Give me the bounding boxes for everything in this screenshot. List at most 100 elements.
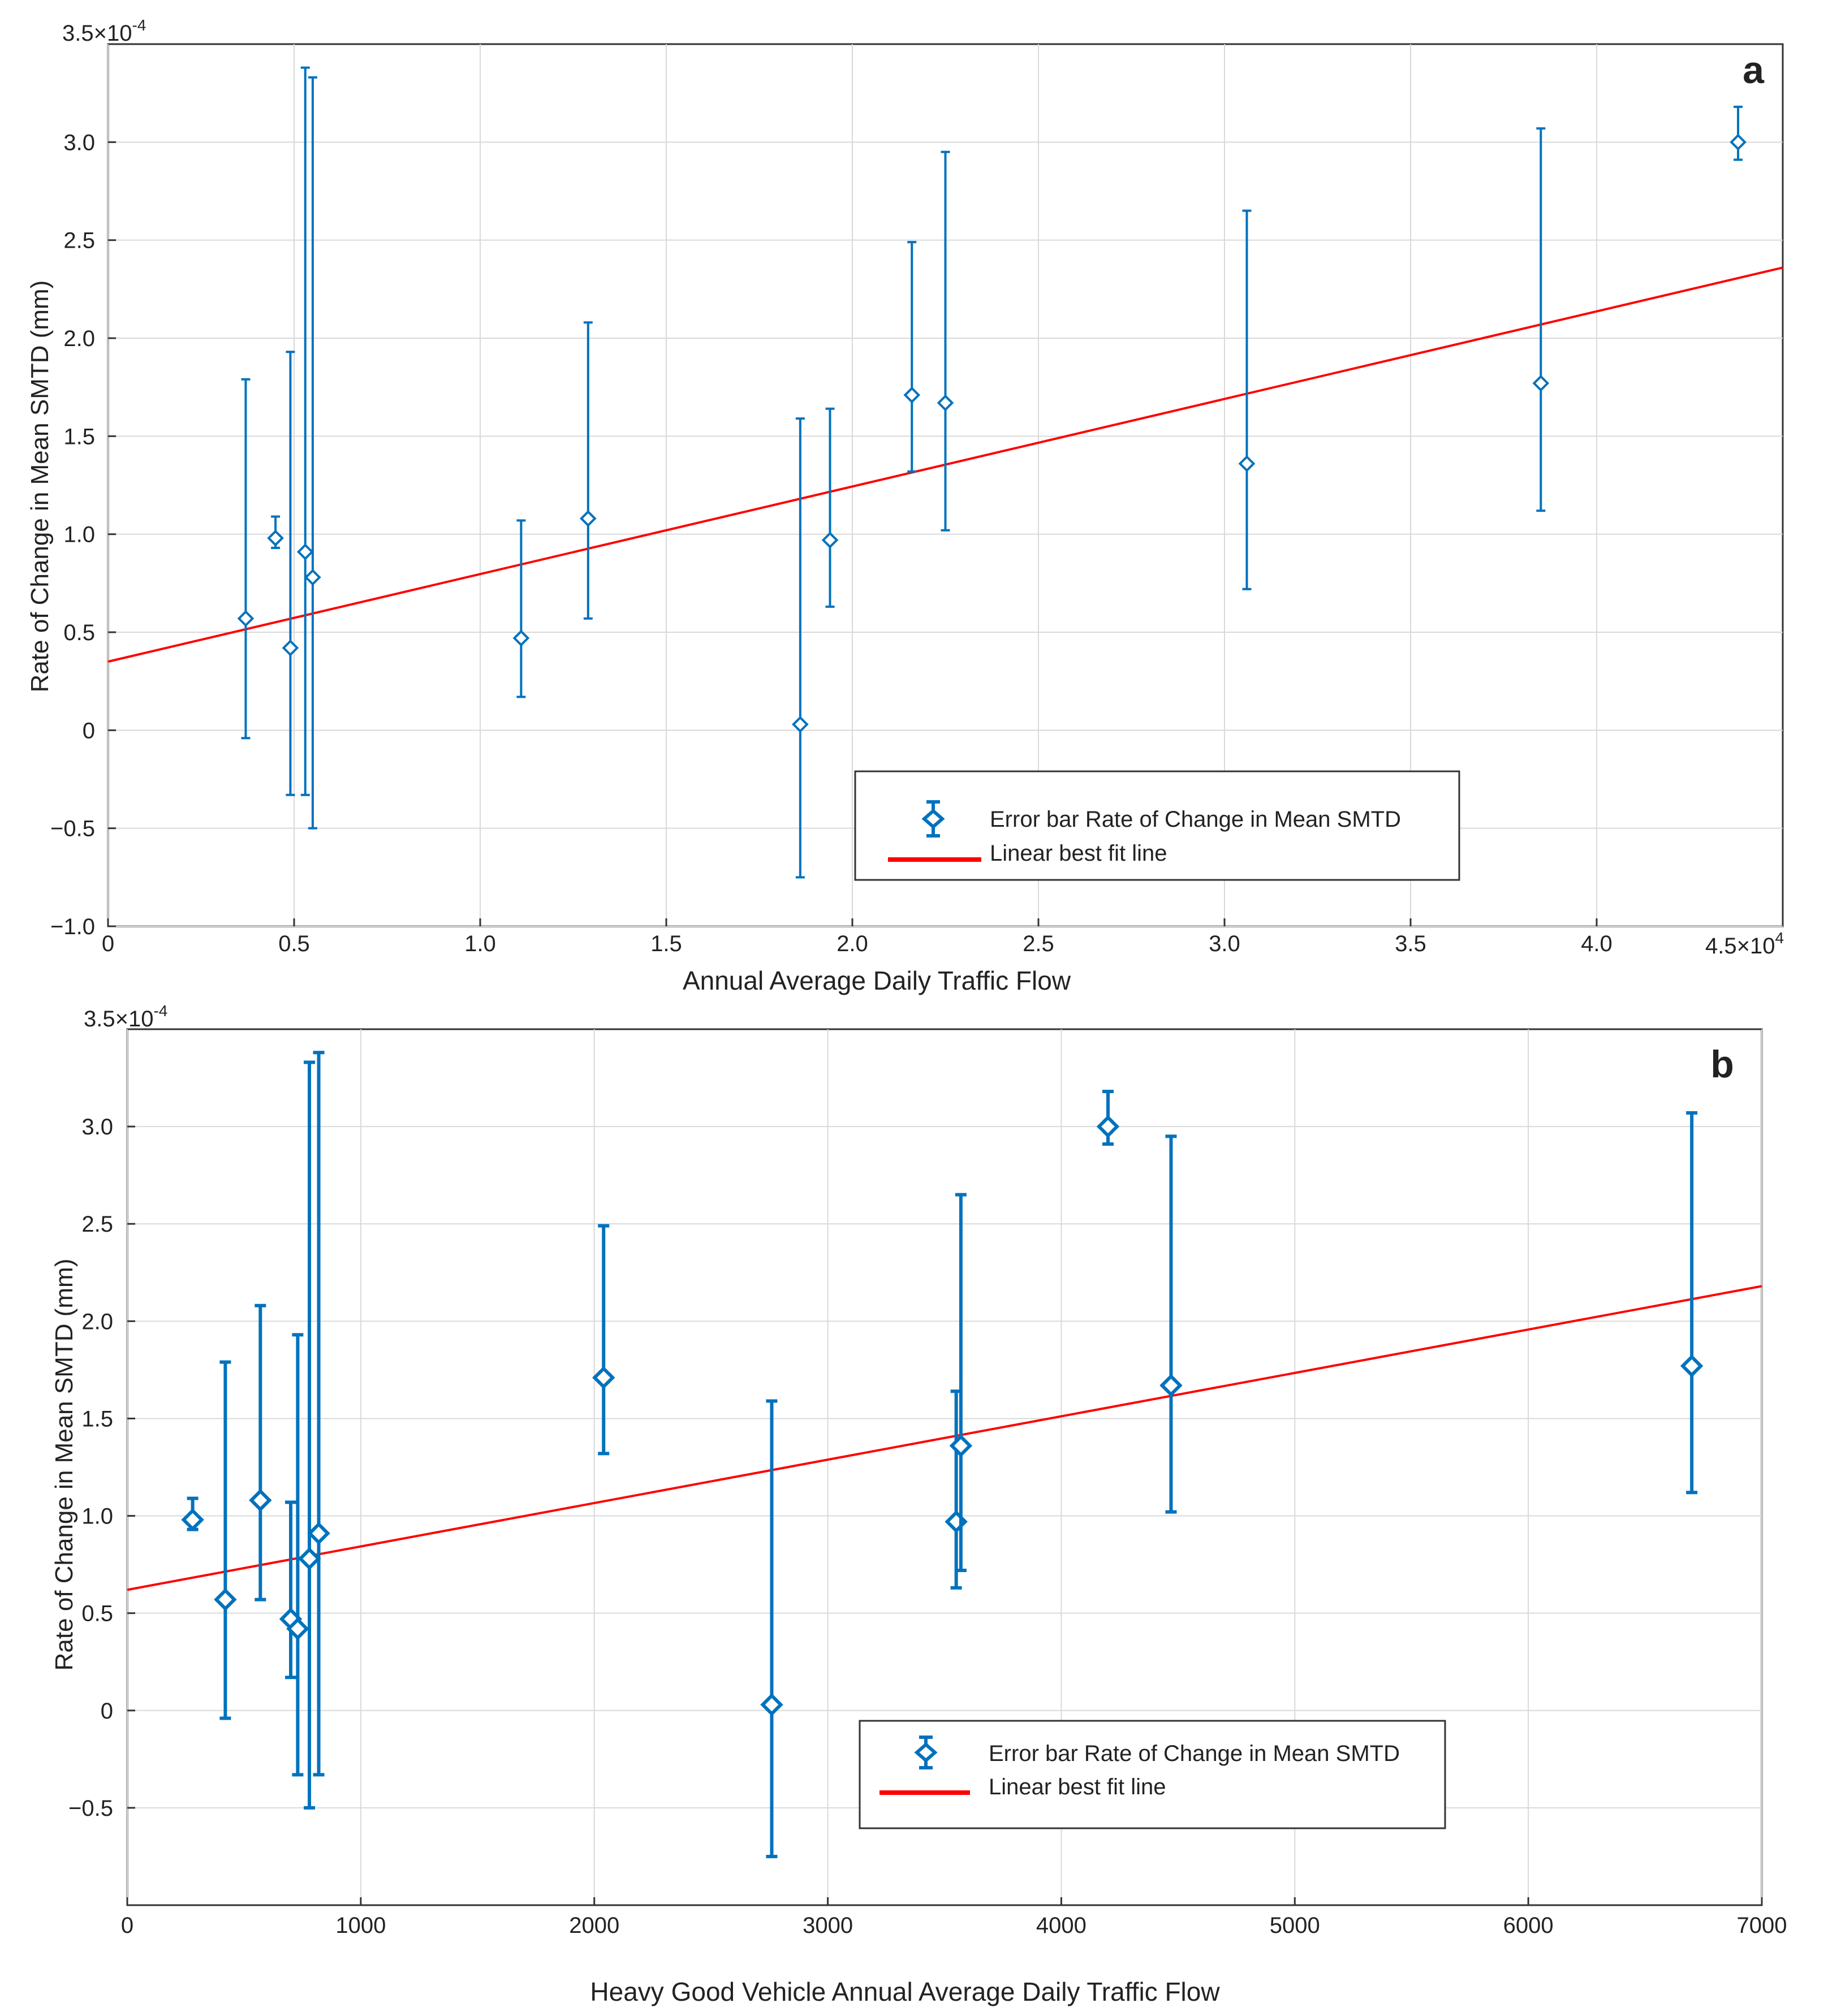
- panel-b-y-ticks: −0.5 0 0.5 1.0 1.5 2.0 2.5 3.0: [68, 1115, 135, 1821]
- panel-b-data-point: [592, 1224, 615, 1456]
- panel-b-diamond-marker: [214, 1588, 237, 1611]
- panel-b-fit-line-layer: [127, 1285, 1762, 1591]
- panel-a-data-point: [512, 519, 530, 698]
- panel-a-x-tick-label: 3.5: [1395, 931, 1426, 956]
- panel-a-legend: Error bar Rate of Change in Mean SMTD Li…: [854, 770, 1460, 881]
- panel-a-y-ticks: −1.0 −0.5 0 0.5 1.0 1.5 2.0 2.5 3.0: [50, 130, 116, 939]
- panel-b-diamond-marker: [286, 1617, 309, 1641]
- panel-b-diamond-marker: [181, 1508, 204, 1531]
- panel-b-data-point: [249, 1303, 272, 1601]
- panel-b-label: b: [1710, 1043, 1734, 1086]
- panel-a-x-tick-label: 4.0: [1581, 931, 1613, 956]
- panel-b-y-tick-label: 1.0: [81, 1504, 113, 1529]
- panel-b-x-tick-label: 6000: [1503, 1913, 1554, 1938]
- panel-a-data-point: [579, 321, 597, 620]
- panel-a-data-point: [282, 351, 299, 796]
- panel-a-y-tick-label: 2.0: [63, 326, 95, 351]
- panel-a-diamond-marker: [1532, 374, 1550, 392]
- panel-b-data-point: [286, 1333, 309, 1777]
- panel-b-x-tick-label: 2000: [569, 1913, 619, 1938]
- panel-a-y-multiplier: 3.5×10-4: [62, 16, 146, 46]
- panel-b-x-tick-label: 3000: [803, 1913, 853, 1938]
- panel-a-data-point: [267, 515, 284, 549]
- panel-b-diamond-marker: [307, 1522, 330, 1545]
- panel-a-legend-fitline-label: Linear best fit line: [990, 841, 1167, 866]
- panel-a-data-point: [937, 150, 954, 532]
- panel-a-diamond-marker: [792, 716, 809, 733]
- panel-b-diamond-marker: [949, 1434, 973, 1457]
- panel-b-diamond-marker: [1159, 1374, 1183, 1397]
- panel-a-data-point: [1532, 127, 1550, 512]
- panel-a-data-point: [237, 378, 255, 740]
- panel-b-points-layer: [181, 1051, 1704, 1858]
- panel-a-y-tick-label: 0.5: [63, 620, 95, 645]
- panel-a-x-tick-label: 2.5: [1023, 931, 1054, 956]
- panel-b-diamond-marker: [298, 1547, 321, 1570]
- panel-b-y-tick-label: 1.5: [81, 1406, 113, 1431]
- panel-a-diamond-marker: [937, 394, 954, 412]
- panel-b-diamond-marker: [1680, 1354, 1704, 1378]
- panel-b-y-tick-label: 0.5: [81, 1601, 113, 1626]
- panel-b-data-point: [1096, 1090, 1120, 1146]
- panel-b-y-tick-label: 2.0: [81, 1309, 113, 1334]
- panel-b-x-tick-label: 5000: [1270, 1913, 1320, 1938]
- panel-a-y-tick-label: 1.5: [63, 424, 95, 449]
- panel-a-y-tick-label: 1.0: [63, 523, 95, 547]
- panel-b-legend-errorbar-label: Error bar Rate of Change in Mean SMTD: [989, 1741, 1400, 1766]
- panel-a-diamond-marker: [282, 639, 299, 657]
- panel-b-y-multiplier: 3.5×10-4: [84, 1002, 167, 1031]
- panel-a-label: a: [1743, 49, 1765, 92]
- panel-a-data-point: [792, 417, 809, 879]
- panel-b-data-point: [1680, 1111, 1704, 1495]
- panel-b-diamond-marker: [1096, 1115, 1120, 1138]
- panel-b-x-tick-label: 0: [121, 1913, 133, 1938]
- panel-a-legend-errorbar-swatch: [921, 800, 945, 838]
- panel-b-x-tick-label: 7000: [1737, 1913, 1787, 1938]
- panel-b-legend-errorbar-swatch: [914, 1736, 938, 1769]
- panel-a-legend-errorbar-label: Error bar Rate of Change in Mean SMTD: [990, 807, 1401, 832]
- panel-a-gridlines: [107, 44, 1783, 927]
- panel-a-x-axis-label: Annual Average Daily Traffic Flow: [683, 966, 1071, 995]
- panel-a-data-point: [296, 66, 314, 796]
- panel-b-data-point: [1159, 1134, 1183, 1514]
- panel-a-y-tick-label: 3.0: [63, 130, 95, 155]
- panel-a: 0 0.5 1.0 1.5 2.0 2.5 3.0 3.5 4.0 −1.0 −0.5 0 0.5 1.…: [26, 16, 1784, 995]
- panel-a-x-tick-label: 2.0: [837, 931, 868, 956]
- panel-b-y-tick-label: 3.0: [81, 1115, 113, 1139]
- panel-b-data-point: [181, 1496, 204, 1531]
- panel-b-data-point: [214, 1360, 237, 1720]
- panel-a-diamond-marker: [512, 629, 530, 647]
- panel-b-legend-box: [859, 1720, 1446, 1829]
- panel-b-x-tick-label: 1000: [335, 1913, 386, 1938]
- panel-a-diamond-marker: [1730, 133, 1747, 151]
- panel-a-x-tick-label: 1.5: [650, 931, 682, 956]
- panel-a-diamond-marker: [903, 386, 921, 404]
- panel-a-x-tick-label: 0: [102, 931, 114, 956]
- panel-b-x-ticks: 0 1000 2000 3000 4000 5000 6000 7000: [121, 1897, 1787, 1938]
- panel-b-diamond-marker: [760, 1693, 783, 1716]
- panel-b-best-fit-line: [127, 1285, 1762, 1591]
- panel-b-x-tick-label: 4000: [1036, 1913, 1087, 1938]
- panel-b-diamond-marker: [592, 1366, 615, 1389]
- panel-b-data-point: [949, 1193, 973, 1572]
- panel-a-data-point: [304, 76, 321, 830]
- panel-b-legend: Error bar Rate of Change in Mean SMTD Li…: [859, 1720, 1446, 1829]
- panel-a-diamond-marker: [304, 569, 321, 586]
- panel-b-y-tick-label: 2.5: [81, 1212, 113, 1237]
- panel-b-diamond-marker: [249, 1488, 272, 1512]
- panel-a-points-layer: [237, 66, 1747, 879]
- panel-a-x-multiplier: 4.5×104: [1705, 929, 1784, 959]
- panel-b: 0 1000 2000 3000 4000 5000 6000 7000 −0.5 0 0.5 1.…: [50, 1002, 1787, 2006]
- panel-b-legend-fitline-label: Linear best fit line: [989, 1775, 1166, 1799]
- panel-a-y-axis-label: Rate of Change in Mean SMTD (mm): [26, 280, 54, 693]
- panel-b-x-axis-label: Heavy Good Vehicle Annual Average Daily …: [590, 1977, 1220, 2006]
- panel-a-x-tick-label: 0.5: [278, 931, 310, 956]
- panel-a-diamond-marker: [821, 532, 839, 549]
- panel-a-diamond-marker: [296, 543, 314, 560]
- panel-a-x-tick-label: 1.0: [464, 931, 496, 956]
- panel-a-x-ticks: 0 0.5 1.0 1.5 2.0 2.5 3.0 3.5 4.0: [102, 918, 1613, 956]
- panel-a-diamond-marker: [1238, 455, 1256, 472]
- panel-b-y-axis-label: Rate of Change in Mean SMTD (mm): [50, 1259, 78, 1671]
- panel-b-data-point: [307, 1051, 330, 1777]
